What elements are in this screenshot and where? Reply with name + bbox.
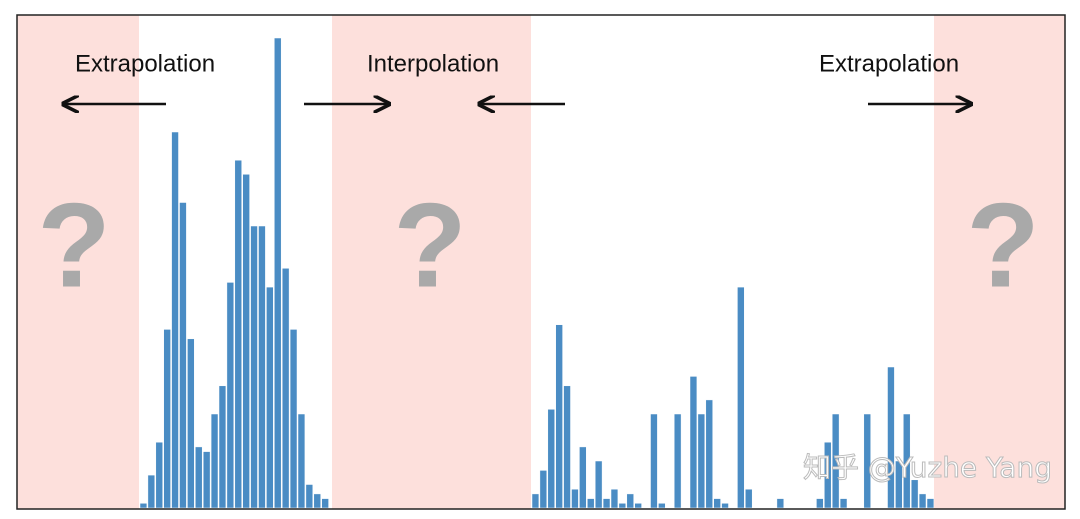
- bar: [816, 498, 824, 509]
- region-label: Extrapolation: [819, 50, 959, 77]
- bar: [689, 376, 698, 509]
- bar: [926, 498, 935, 509]
- bar: [321, 498, 329, 509]
- bar: [531, 493, 540, 509]
- bar: [555, 324, 563, 509]
- bar: [650, 413, 658, 509]
- bar: [658, 503, 666, 509]
- bar: [563, 385, 571, 509]
- bar: [226, 282, 235, 509]
- bar: [579, 446, 587, 509]
- bar: [831, 413, 840, 509]
- bar: [242, 174, 250, 509]
- bar: [594, 460, 603, 509]
- bar: [895, 460, 903, 509]
- bar: [863, 413, 871, 509]
- bar: [547, 409, 555, 509]
- interpolation-region: [332, 15, 531, 509]
- bar: [234, 159, 242, 509]
- bar: [266, 286, 274, 509]
- bar: [258, 225, 266, 509]
- bar: [705, 399, 713, 509]
- bar: [179, 202, 187, 509]
- bar: [721, 503, 729, 509]
- bar: [281, 268, 290, 509]
- bar: [626, 493, 634, 509]
- bar: [289, 329, 298, 509]
- bar: [587, 498, 595, 509]
- region-label: Extrapolation: [75, 50, 215, 77]
- bar: [673, 413, 682, 509]
- bar: [139, 503, 148, 509]
- question-icon: ?: [966, 179, 1039, 313]
- question-icon: ?: [37, 179, 110, 313]
- bar: [274, 37, 282, 509]
- bar: [195, 446, 203, 509]
- bar: [202, 451, 211, 509]
- bar: [824, 441, 832, 509]
- bar: [610, 488, 619, 509]
- bar: [634, 503, 642, 509]
- bar: [539, 470, 548, 509]
- bar: [839, 498, 848, 509]
- bar: [571, 488, 579, 509]
- bar: [313, 493, 321, 509]
- bar: [776, 498, 785, 509]
- watermark: 知乎 @Yuzhe Yang: [803, 451, 1052, 484]
- region-label: Interpolation: [367, 50, 499, 77]
- bar: [745, 488, 753, 509]
- question-icon: ?: [393, 179, 466, 313]
- bar: [713, 498, 721, 509]
- bar: [155, 441, 163, 509]
- bar: [737, 286, 745, 509]
- bar: [602, 498, 611, 509]
- bar: [163, 329, 171, 509]
- bar: [618, 503, 627, 509]
- bar: [297, 413, 306, 509]
- frame: [16, 14, 1066, 510]
- histograms: [139, 37, 935, 509]
- bar: [903, 413, 911, 509]
- bar: [250, 225, 258, 509]
- bar: [910, 479, 919, 509]
- bar: [171, 131, 179, 509]
- bar: [147, 474, 156, 509]
- bar: [887, 366, 895, 509]
- bar: [305, 484, 314, 509]
- bar: [918, 493, 927, 509]
- bar: [218, 385, 227, 509]
- bar: [697, 413, 706, 509]
- bar: [187, 338, 195, 509]
- bar: [210, 413, 219, 509]
